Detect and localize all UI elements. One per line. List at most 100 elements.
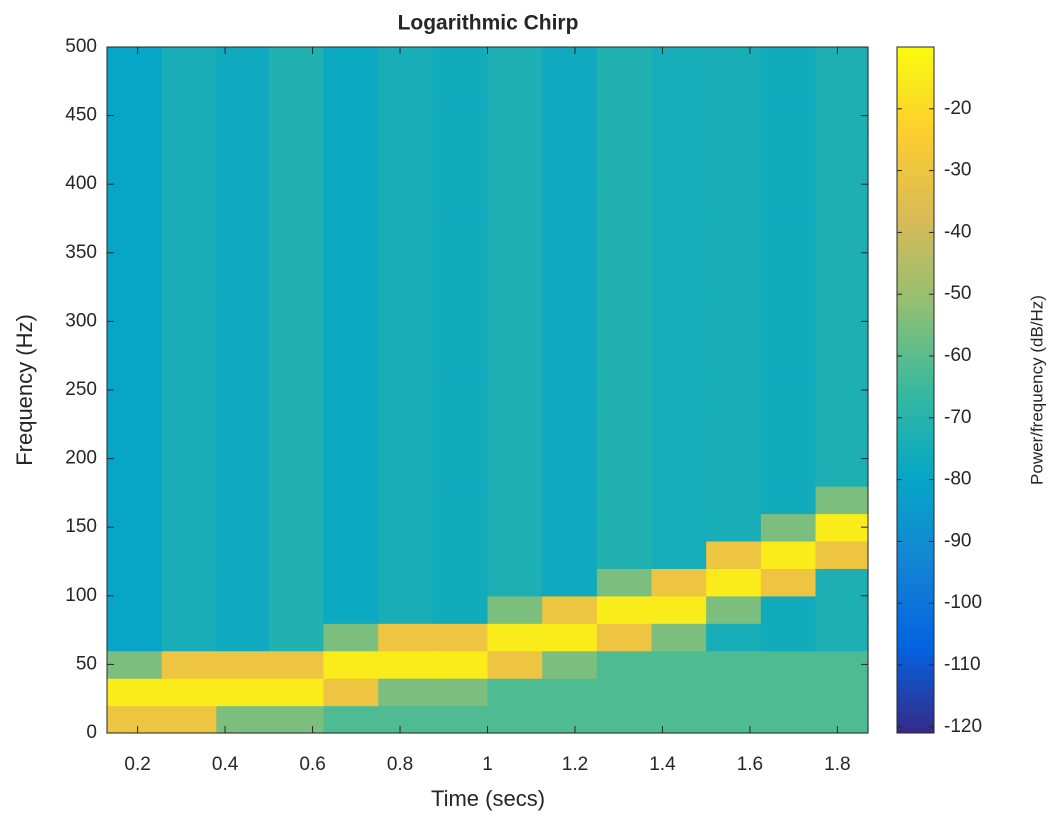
cell [706,266,762,295]
x-tick-label: 1.8 [824,754,850,775]
colorbar-tick-label: -40 [944,221,971,242]
cell [596,129,653,158]
cell [432,348,489,377]
cell [216,184,270,213]
cell [815,74,869,103]
cell [432,376,489,405]
cell [760,184,817,213]
cell [651,266,707,295]
heatmap [107,47,869,734]
cell [107,540,163,569]
cell [596,74,653,103]
cell [487,486,543,515]
cell [542,74,598,103]
cell [706,74,762,103]
cell [216,540,270,569]
cell [216,321,270,350]
cell [432,321,489,350]
cell [268,650,325,679]
cell [216,266,270,295]
x-tick-label: 0.8 [387,754,413,775]
cell [107,650,163,679]
cell [596,650,653,679]
cell [161,293,217,322]
cell [432,623,489,652]
cell [815,431,869,460]
cell [432,595,489,624]
cell [596,348,653,377]
cell [378,74,434,103]
cell [651,568,707,597]
cell [815,239,869,268]
y-tick-label: 100 [65,585,97,606]
cell [815,705,869,734]
cell [651,348,707,377]
cell [378,293,434,322]
cell [760,293,817,322]
cell [378,595,434,624]
cell [651,74,707,103]
colorbar-tick-label: -60 [944,345,971,366]
cell [596,705,653,734]
colorbar-tick-label: -100 [944,592,982,613]
cell [161,705,217,734]
cell [216,623,270,652]
cell [216,239,270,268]
cell [378,348,434,377]
colorbar [897,47,934,733]
cell [378,403,434,432]
cell [651,184,707,213]
cell [596,486,653,515]
cell [706,568,762,597]
cell [706,293,762,322]
cell [651,321,707,350]
cell [596,156,653,185]
cell [268,678,325,707]
cell [432,513,489,542]
cell [596,101,653,130]
y-tick-label: 300 [65,310,97,331]
cell [216,513,270,542]
cell [651,540,707,569]
cell [760,74,817,103]
cell [760,101,817,130]
cell [651,513,707,542]
y-tick-label: 0 [86,722,97,743]
cell [107,321,163,350]
cell [161,403,217,432]
cell [268,129,325,158]
cell [216,129,270,158]
cell [107,101,163,130]
cell [815,348,869,377]
cell [323,376,379,405]
cell [651,211,707,240]
cell [542,129,598,158]
cell [815,156,869,185]
cell [596,513,653,542]
cell [323,678,379,707]
cell [760,595,817,624]
cell [268,595,325,624]
cell [651,458,707,487]
cell [378,650,434,679]
cell [216,101,270,130]
cell [651,239,707,268]
y-tick-label: 350 [65,242,97,263]
cell [161,211,217,240]
cell [487,129,543,158]
cell [651,101,707,130]
cell [596,293,653,322]
cell [378,540,434,569]
cell [815,403,869,432]
cell [706,678,762,707]
chart-title: Logarithmic Chirp [398,12,579,35]
cell [760,458,817,487]
x-tick-label: 1.2 [562,754,588,775]
cell [815,184,869,213]
cell [216,74,270,103]
cell [760,266,817,295]
cell [596,678,653,707]
cell [268,74,325,103]
cell [323,184,379,213]
cell [323,266,379,295]
